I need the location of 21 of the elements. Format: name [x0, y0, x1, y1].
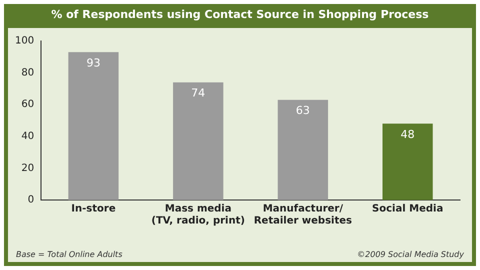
y-tick-label: 0 [28, 194, 34, 206]
data-label: 48 [400, 128, 415, 142]
data-label: 93 [86, 56, 100, 70]
text: Base = Total Online Adults [16, 250, 122, 259]
data-label: 63 [296, 104, 310, 118]
x-tick-label: Manufacturer/ Retailer websites [254, 204, 352, 227]
y-tick-label: 40 [21, 130, 34, 142]
y-tick-label: 20 [21, 162, 34, 174]
x-tick-label: In-store [71, 204, 116, 215]
x-tick-label: Social Media [372, 204, 444, 215]
y-tick-label: 60 [21, 99, 34, 110]
x-tick-label: Mass media (TV, radio, print) [151, 204, 245, 227]
y-tick-label: 80 [21, 67, 34, 78]
data-label: 74 [191, 86, 206, 100]
bar [68, 52, 119, 200]
chart-title: % of Respondents using Contact Source in Shopping Process [50, 8, 430, 21]
text: ©2009 Social Media Study [357, 250, 464, 259]
bar [278, 100, 328, 200]
y-tick-label: 100 [14, 36, 34, 47]
bar [382, 124, 433, 200]
bar [173, 82, 224, 200]
